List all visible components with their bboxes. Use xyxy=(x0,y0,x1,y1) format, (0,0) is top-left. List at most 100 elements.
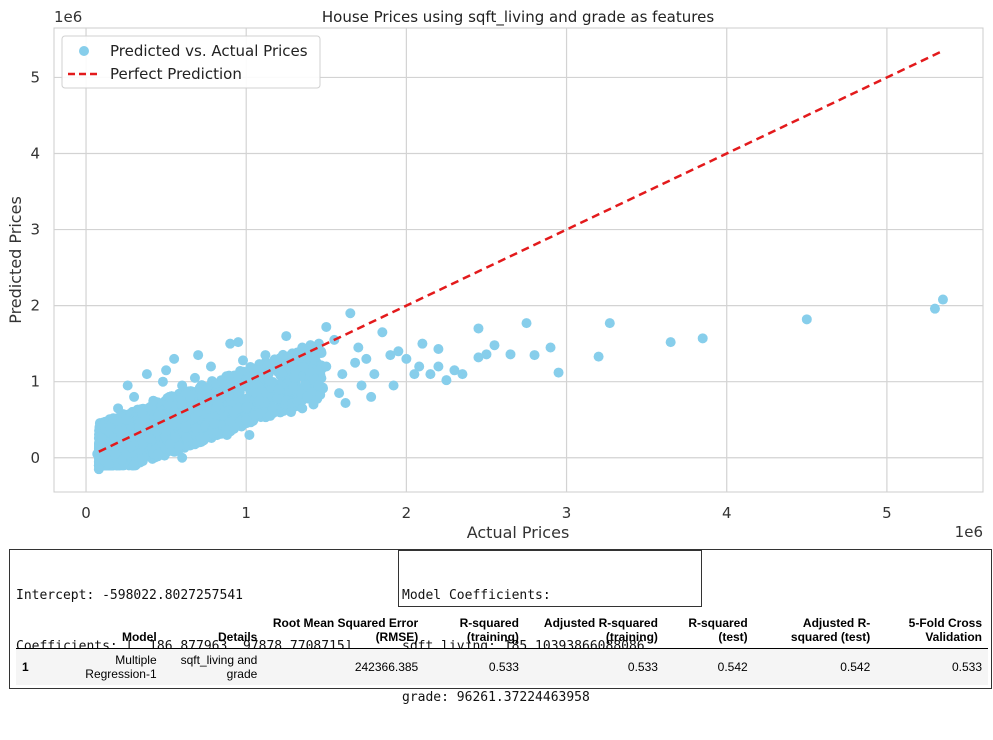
scatter-point xyxy=(449,365,460,376)
x-scale-label: 1e6 xyxy=(955,523,983,541)
scatter-point xyxy=(244,429,255,440)
scatter-point xyxy=(356,380,367,391)
scatter-point xyxy=(153,448,164,459)
header-cross-validation: 5-Fold Cross Validation xyxy=(876,612,988,649)
legend: Predicted vs. Actual Prices Perfect Pred… xyxy=(61,35,321,89)
scatter-point xyxy=(433,343,444,354)
scatter-point xyxy=(545,342,556,353)
scatter-point xyxy=(212,399,223,410)
scatter-point xyxy=(103,458,114,469)
legend-box xyxy=(61,35,321,89)
scatter-point xyxy=(185,391,196,402)
scatter-point xyxy=(97,433,108,444)
scatter-point xyxy=(473,323,484,334)
scatter-point xyxy=(193,407,204,418)
scatter-point xyxy=(297,403,308,414)
scatter-point xyxy=(240,394,251,405)
scatter-point xyxy=(271,393,282,404)
x-tick-label: 2 xyxy=(402,504,412,522)
scatter-point xyxy=(169,353,180,364)
header-r2-test: R-squared (test) xyxy=(663,612,754,649)
scatter-point xyxy=(393,346,404,357)
scatter-point xyxy=(221,429,232,440)
scatter-point xyxy=(298,362,309,373)
header-index xyxy=(16,612,73,649)
scatter-point xyxy=(205,361,216,372)
scatter-point xyxy=(164,391,175,402)
scatter-point xyxy=(141,369,152,380)
scatter-point xyxy=(268,363,279,374)
scatter-point xyxy=(361,353,372,364)
scatter-point xyxy=(309,352,320,363)
scatter-point xyxy=(201,399,212,410)
scatter-point xyxy=(201,384,212,395)
scatter-point xyxy=(697,333,708,344)
x-tick-label: 5 xyxy=(882,504,892,522)
y-axis-label: Predicted Prices xyxy=(6,196,25,324)
scatter-point xyxy=(350,357,361,368)
scatter-point xyxy=(457,369,468,380)
scatter-point xyxy=(473,352,484,363)
scatter-point xyxy=(369,369,380,380)
scatter-point xyxy=(254,395,265,406)
model-coefficients-box: Model Coefficients: sqft_living: 185.103… xyxy=(398,550,702,705)
tick-labels: 0 1 2 3 4 5 0 1 2 3 4 5 xyxy=(30,68,891,522)
y-tick-label: 2 xyxy=(30,297,40,315)
y-scale-label: 1e6 xyxy=(54,8,82,26)
scatter-point xyxy=(224,417,235,428)
scatter-point xyxy=(289,372,300,383)
scatter-point xyxy=(249,380,260,391)
scatter-point xyxy=(122,380,133,391)
scatter-point xyxy=(145,433,156,444)
scatter-point xyxy=(276,367,287,378)
scatter-point xyxy=(353,342,364,353)
scatter-point xyxy=(233,337,244,348)
cell-rmse: 242366.385 xyxy=(263,648,425,685)
legend-label-line: Perfect Prediction xyxy=(110,65,242,83)
scatter-point xyxy=(265,410,276,421)
scatter-point xyxy=(297,342,308,353)
scatter-point xyxy=(425,369,436,380)
scatter-point xyxy=(177,452,188,463)
y-tick-label: 1 xyxy=(30,373,40,391)
scatter-point xyxy=(228,407,239,418)
scatter-point xyxy=(308,399,319,410)
scatter-point xyxy=(137,439,148,450)
scatter-point xyxy=(121,414,132,425)
scatter-point xyxy=(232,371,243,382)
scatter-point xyxy=(366,391,377,402)
scatter-point xyxy=(273,384,284,395)
y-tick-label: 0 xyxy=(30,449,40,467)
scatter-point xyxy=(388,380,399,391)
scatter-point xyxy=(128,460,139,471)
scatter-chart: 0 1 2 3 4 5 0 1 2 3 4 5 House Prices using sqft_liv… xyxy=(6,8,984,542)
cell-adj-r2-test: 0.542 xyxy=(753,648,877,685)
scatter-point xyxy=(129,391,140,402)
scatter-point xyxy=(260,350,271,361)
scatter-point xyxy=(109,448,120,459)
scatter-point xyxy=(133,422,144,433)
scatter-point xyxy=(593,351,604,362)
scatter-point xyxy=(157,376,168,387)
scatter-point xyxy=(401,353,412,364)
legend-label-scatter: Predicted vs. Actual Prices xyxy=(110,42,308,60)
scatter-point xyxy=(433,361,444,372)
chart-title: House Prices using sqft_living and grade… xyxy=(322,8,714,27)
scatter-point xyxy=(148,395,159,406)
results-table: Model Details Root Mean Squared Error (R… xyxy=(16,612,988,685)
scatter-point xyxy=(521,318,532,329)
scatter-point xyxy=(251,388,262,399)
scatter-point xyxy=(313,380,324,391)
scatter-point xyxy=(93,464,104,475)
scatter-point xyxy=(414,361,425,372)
header-model: Model xyxy=(72,612,163,649)
cell-model: Multiple Regression-1 xyxy=(72,648,163,685)
header-details: Details xyxy=(162,612,264,649)
intercept-line: Intercept: -598022.8027257541 xyxy=(16,588,243,603)
scatter-point xyxy=(553,367,564,378)
scatter-point xyxy=(290,365,301,376)
scatter-point xyxy=(529,350,540,361)
scatter-point xyxy=(190,423,201,434)
legend-marker-scatter xyxy=(79,46,89,56)
x-axis-label: Actual Prices xyxy=(467,523,570,542)
